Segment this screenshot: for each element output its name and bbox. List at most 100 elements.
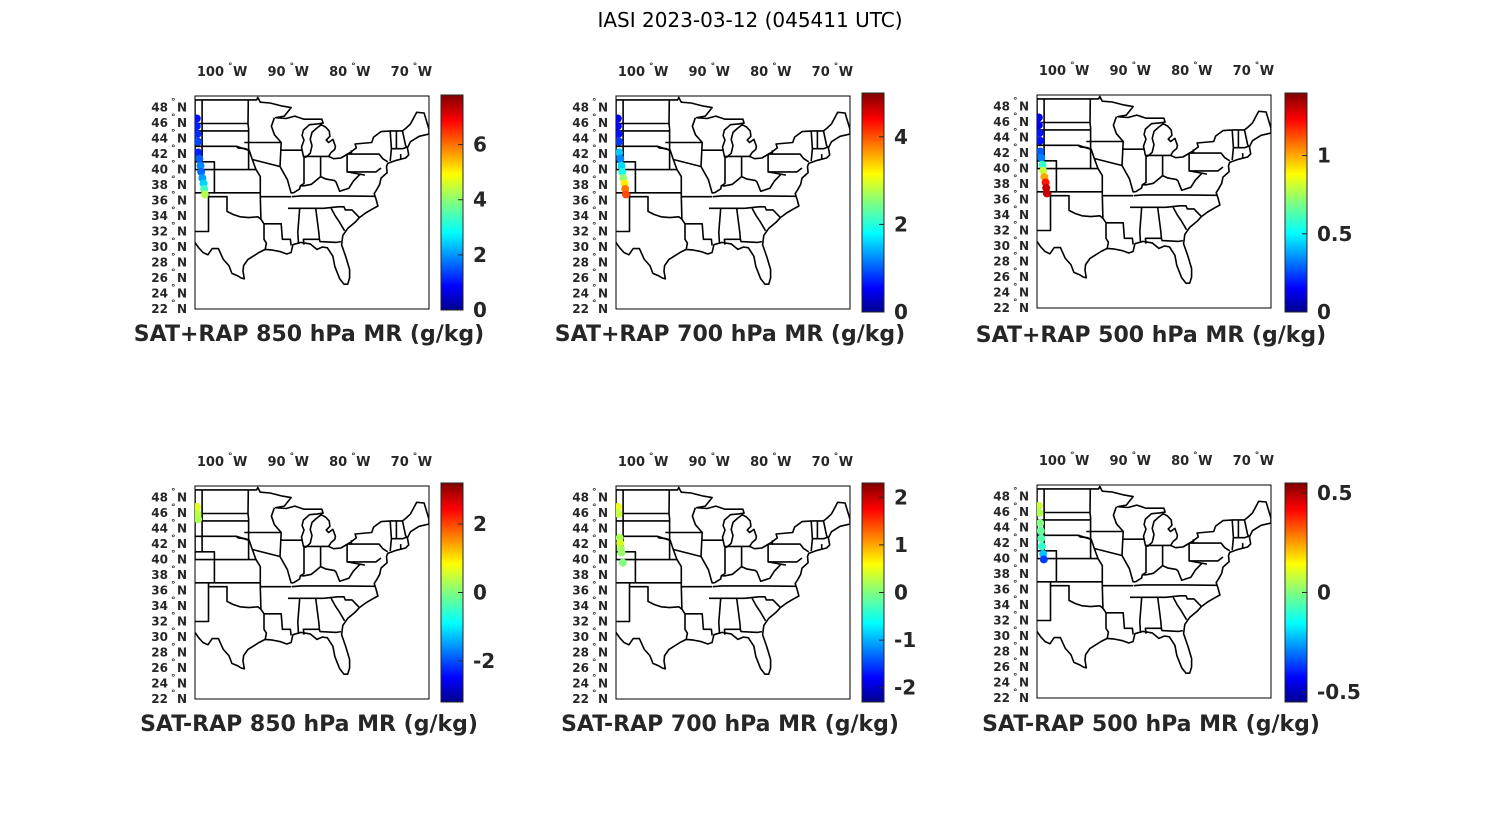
lat-tick-label: 24	[572, 287, 589, 301]
degree-symbol: °	[592, 519, 597, 529]
state-border	[1233, 145, 1250, 149]
lat-tick-label: 40	[993, 552, 1010, 566]
lat-tick-label: 28	[151, 256, 168, 270]
degree-symbol: °	[171, 565, 176, 575]
lat-hemisphere: N	[1019, 255, 1029, 269]
lat-hemisphere: N	[1019, 177, 1029, 191]
observation-point	[616, 114, 622, 123]
observation-point	[1037, 136, 1045, 145]
lat-tick-label: 24	[572, 677, 589, 691]
lon-tick-label: 80	[1171, 454, 1189, 469]
state-border	[1142, 155, 1164, 186]
coastline	[1037, 485, 1271, 675]
observation-point	[1037, 526, 1045, 535]
degree-symbol: °	[772, 62, 777, 72]
degree-symbol: °	[1013, 487, 1018, 497]
degree-symbol: °	[592, 268, 597, 278]
lat-hemisphere: N	[1019, 552, 1029, 566]
lat-tick-label: 32	[993, 614, 1010, 628]
lat-tick-label: 26	[572, 271, 589, 285]
state-border	[1130, 594, 1202, 608]
state-border	[252, 117, 283, 168]
observation-point	[196, 161, 205, 170]
lat-tick-label: 46	[151, 116, 168, 130]
lat-hemisphere: N	[177, 491, 187, 505]
lat-hemisphere: N	[177, 163, 187, 177]
degree-symbol: °	[1013, 252, 1018, 262]
lat-tick-label: 48	[993, 100, 1010, 114]
state-border	[1243, 129, 1250, 147]
state-border	[330, 597, 346, 622]
lat-tick-label: 24	[151, 287, 168, 301]
observation-point	[195, 148, 203, 157]
observation-point	[1037, 153, 1046, 162]
colorbar-tick-label: 0	[473, 298, 487, 322]
map-panel: 100 ° W 90 ° W 80 ° W 70 ° W48 ° N46 ° N44 ° N42 ° N40 ° N38 °…	[555, 62, 908, 347]
lat-tick-label: 32	[151, 225, 168, 239]
lat-tick-label: 44	[572, 522, 589, 536]
lat-tick-label: 44	[993, 131, 1010, 145]
state-border	[712, 195, 797, 198]
degree-symbol: °	[1013, 221, 1018, 231]
lat-tick-label: 38	[572, 568, 589, 582]
lon-tick-label: 80	[1171, 64, 1189, 79]
state-border	[676, 559, 689, 640]
figure-title: IASI 2023-03-12 (045411 UTC)	[597, 8, 902, 32]
lat-tick-label: 32	[993, 224, 1010, 238]
state-border	[721, 546, 743, 577]
lon-hemisphere: W	[1137, 64, 1151, 79]
degree-symbol: °	[592, 581, 597, 591]
lat-tick-label: 36	[151, 584, 168, 598]
lon-tick-label: 100	[1039, 454, 1066, 469]
state-border	[1162, 560, 1208, 582]
observation-point	[1037, 519, 1045, 527]
coastline	[195, 96, 429, 286]
state-border	[1121, 165, 1136, 193]
observation-point	[1038, 160, 1047, 169]
degree-symbol: °	[592, 612, 597, 622]
lat-tick-label: 36	[993, 583, 1010, 597]
state-border	[1130, 205, 1202, 218]
degree-symbol: °	[171, 206, 176, 216]
lat-hemisphere: N	[1019, 100, 1029, 114]
degree-symbol: °	[592, 658, 597, 668]
lat-tick-label: 36	[572, 584, 589, 598]
observation-point	[616, 154, 625, 163]
lat-hemisphere: N	[1019, 490, 1029, 504]
lat-hemisphere: N	[1019, 598, 1029, 612]
lat-tick-label: 26	[993, 660, 1010, 674]
state-border	[656, 145, 678, 170]
lon-hemisphere: W	[233, 65, 247, 80]
lon-hemisphere: W	[1075, 454, 1089, 469]
state-border	[668, 489, 671, 560]
lat-tick-label: 40	[572, 553, 589, 567]
degree-symbol: °	[171, 268, 176, 278]
state-border	[279, 556, 294, 584]
degree-symbol: °	[592, 674, 597, 684]
lat-tick-label: 26	[151, 661, 168, 675]
lat-tick-label: 46	[993, 505, 1010, 519]
lat-hemisphere: N	[1019, 691, 1029, 705]
lat-tick-label: 22	[993, 691, 1010, 705]
lat-hemisphere: N	[1019, 146, 1029, 160]
lon-hemisphere: W	[1198, 454, 1212, 469]
degree-symbol: °	[1013, 657, 1018, 667]
state-border	[1049, 581, 1104, 609]
state-border	[300, 546, 322, 577]
lon-tick-label: 80	[750, 455, 768, 470]
panel-title: SAT-RAP 500 hPa MR (g/kg)	[982, 712, 1320, 737]
lat-hemisphere: N	[177, 178, 187, 192]
panel-title: SAT+RAP 700 hPa MR (g/kg)	[555, 322, 905, 347]
lat-hemisphere: N	[177, 147, 187, 161]
lat-hemisphere: N	[598, 568, 608, 582]
degree-symbol: °	[592, 284, 597, 294]
degree-symbol: °	[592, 113, 597, 123]
state-border	[1188, 153, 1224, 172]
degree-symbol: °	[171, 237, 176, 247]
observation-point	[195, 502, 201, 511]
lat-tick-label: 26	[572, 661, 589, 675]
observation-point	[1037, 113, 1043, 122]
state-border	[1097, 168, 1110, 249]
lon-tick-label: 70	[391, 65, 409, 80]
degree-symbol: °	[171, 534, 176, 544]
